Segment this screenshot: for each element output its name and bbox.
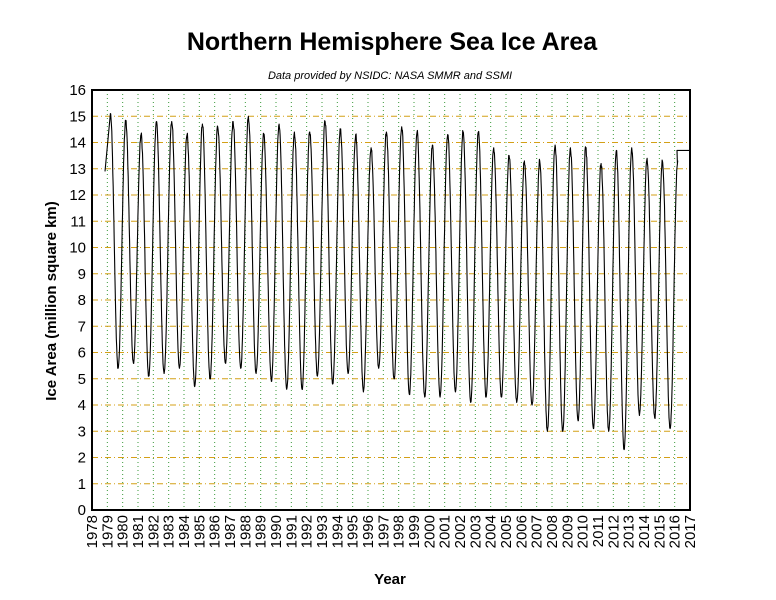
x-tick-label: 2012	[605, 515, 622, 548]
x-tick-label: 2004	[483, 515, 500, 548]
x-tick-label: 1992	[299, 515, 316, 548]
x-tick-label: 2001	[437, 515, 454, 548]
x-tick-label: 1987	[222, 515, 239, 548]
x-tick-label: 1996	[360, 515, 377, 548]
x-tick-label: 1990	[268, 515, 285, 548]
plot-frame	[91, 89, 691, 511]
x-tick-label: 1979	[99, 515, 116, 548]
x-tick-label: 2008	[544, 515, 561, 548]
x-tick-label: 2009	[559, 515, 576, 548]
y-tick-label: 2	[78, 450, 86, 467]
x-axis-label: Year	[374, 571, 406, 588]
x-tick-label: 1988	[237, 515, 254, 548]
x-tick-label: 2005	[498, 515, 515, 548]
x-tick-label: 1999	[406, 515, 423, 548]
y-tick-label: 0	[78, 502, 86, 519]
y-tick-label: 8	[78, 292, 86, 309]
x-tick-label: 2010	[575, 515, 592, 548]
x-tick-label: 1995	[345, 515, 362, 548]
x-tick-label: 2002	[452, 515, 469, 548]
y-tick-label: 11	[70, 213, 86, 230]
x-tick-label: 1980	[115, 515, 132, 548]
y-tick-label: 15	[69, 108, 86, 125]
x-tick-label: 1978	[84, 515, 101, 548]
y-tick-label: 10	[69, 240, 86, 257]
y-tick-label: 14	[69, 135, 86, 152]
x-tick-label: 1991	[283, 515, 300, 548]
y-tick-label: 9	[78, 266, 86, 283]
y-tick-label: 7	[78, 318, 86, 335]
x-tick-label: 2006	[513, 515, 530, 548]
x-tick-label: 2007	[529, 515, 546, 548]
x-tick-label: 1997	[375, 515, 392, 548]
y-tick-label: 16	[69, 82, 86, 99]
x-tick-label: 1981	[130, 515, 147, 548]
y-tick-label: 12	[69, 187, 86, 204]
y-tick-label: 5	[78, 371, 86, 388]
y-axis-label: Ice Area (million square km)	[43, 201, 60, 401]
x-tick-labels: 1978197919801981198219831984198519861987…	[84, 515, 699, 548]
x-tick-label: 1982	[145, 515, 162, 548]
x-tick-label: 1989	[253, 515, 270, 548]
x-tick-label: 1983	[161, 515, 178, 548]
x-tick-label: 2003	[467, 515, 484, 548]
y-tick-label: 4	[78, 397, 86, 414]
x-tick-label: 1986	[207, 515, 224, 548]
y-tick-label: 3	[78, 423, 86, 440]
x-tick-label: 1984	[176, 515, 193, 548]
y-tick-label: 13	[69, 161, 86, 178]
x-tick-label: 2016	[667, 515, 684, 548]
chart-title: Northern Hemisphere Sea Ice Area	[187, 28, 598, 56]
series-line	[104, 113, 690, 451]
x-tick-label: 2017	[682, 515, 699, 548]
x-tick-label: 1998	[391, 515, 408, 548]
x-tick-label: 1993	[314, 515, 331, 548]
x-tick-label: 1985	[191, 515, 208, 548]
y-tick-label: 6	[78, 345, 86, 362]
x-tick-label: 2014	[636, 515, 653, 548]
x-tick-label: 2013	[621, 515, 638, 548]
y-tick-label: 1	[78, 476, 86, 493]
x-tick-label: 2011	[590, 515, 607, 547]
x-tick-label: 2000	[421, 515, 438, 548]
x-tick-label: 1994	[329, 515, 346, 548]
chart-subtitle: Data provided by NSIDC: NASA SMMR and SS…	[268, 70, 512, 82]
x-tick-label: 2015	[651, 515, 668, 548]
